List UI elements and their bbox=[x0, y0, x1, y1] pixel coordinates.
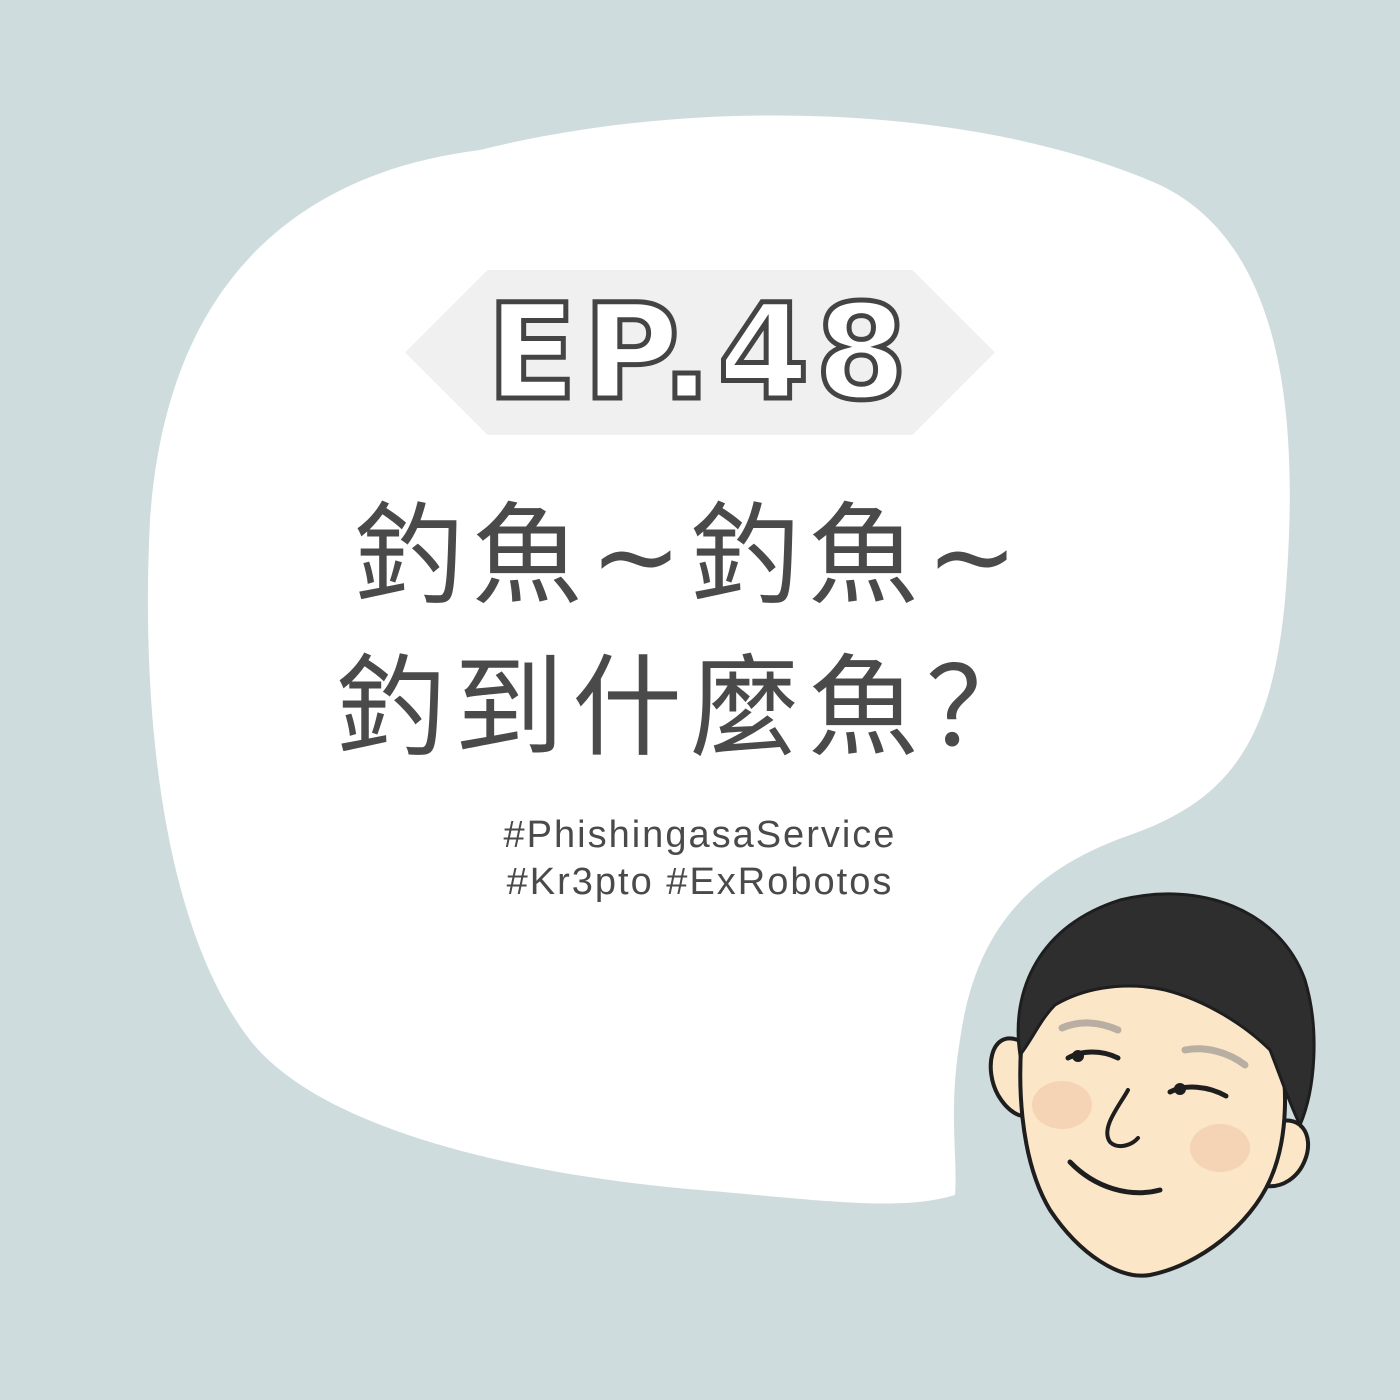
right-eyebrow bbox=[1181, 1045, 1249, 1069]
hashtag-line-1: #PhishingasaService bbox=[503, 814, 897, 856]
left-eyebrow bbox=[1058, 1019, 1122, 1034]
left-eye bbox=[1065, 1049, 1121, 1061]
right-pupil bbox=[1174, 1083, 1186, 1095]
episode-label: EP.48 bbox=[484, 275, 914, 430]
hashtag-line-2: #Kr3pto #ExRobotos bbox=[506, 861, 894, 903]
episode-banner bbox=[405, 270, 995, 435]
mouth bbox=[1067, 1159, 1163, 1196]
left-cheek bbox=[1032, 1081, 1092, 1129]
right-cheek bbox=[1190, 1124, 1250, 1172]
right-eye bbox=[1167, 1084, 1229, 1099]
episode-title-line-1: 釣魚~釣魚~ bbox=[353, 492, 1027, 620]
hair bbox=[1016, 892, 1316, 1129]
left-pupil bbox=[1072, 1050, 1084, 1062]
episode-title: 釣魚~釣魚~ 釣到什麼魚？ bbox=[250, 480, 1130, 784]
hashtags: #PhishingasaService #Kr3pto #ExRobotos bbox=[470, 812, 930, 906]
nose bbox=[1105, 1088, 1140, 1149]
host-face-illustration bbox=[988, 892, 1316, 1278]
speech-bubble-shape bbox=[147, 115, 1290, 1204]
episode-title-line-2: 釣到什麼魚？ bbox=[336, 644, 1044, 772]
